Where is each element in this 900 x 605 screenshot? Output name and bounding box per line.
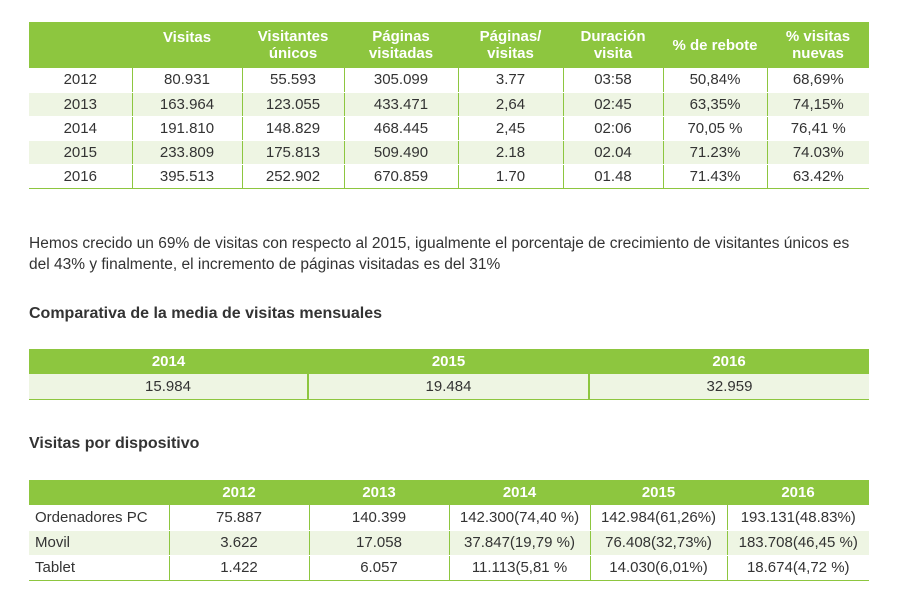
table-cell: 71.23% [662, 140, 767, 165]
device-visits-table: 2012 2013 2014 2015 2016 Ordenadores PC … [29, 480, 869, 581]
table-cell: 670.859 [343, 164, 458, 189]
table-row: 2016 395.513 252.902 670.859 1.70 01.48 … [29, 164, 869, 189]
header-cell: Páginas visitadas [344, 22, 458, 68]
table-cell: 233.809 [131, 140, 242, 165]
summary-paragraph: Hemos crecido un 69% de visitas con resp… [29, 235, 850, 273]
table-cell: 191.810 [131, 116, 242, 141]
table-cell: 68,69% [766, 68, 869, 93]
table-row: 2012 80.931 55.593 305.099 3.77 03:58 50… [29, 68, 869, 93]
table-cell: 2016 [29, 164, 132, 189]
table-cell: 142.984(61,26%) [589, 505, 727, 531]
table-row: Tablet 1.422 6.057 11.113(5,81 % 14.030(… [29, 555, 869, 581]
table-cell: 71.43% [662, 164, 767, 189]
table-cell: 3.77 [457, 68, 563, 93]
table-cell: 305.099 [343, 68, 458, 93]
header-cell: % visitas nuevas [767, 22, 869, 68]
table-cell: 163.964 [131, 92, 242, 117]
table-cell: 74,15% [766, 92, 869, 117]
table-cell: 395.513 [131, 164, 242, 189]
table-cell: 1.70 [457, 164, 563, 189]
header-cell: 2015 [308, 349, 589, 374]
table-cell: 17.058 [308, 530, 449, 556]
header-cell: Visitas [132, 22, 242, 68]
table-cell: 2,64 [457, 92, 563, 117]
header-cell: 2016 [727, 480, 869, 505]
table-row: 15.984 19.484 32.959 [29, 374, 869, 400]
table-cell: 74.03% [766, 140, 869, 165]
table-header-row: 2014 2015 2016 [29, 349, 869, 374]
row-label: Movil [29, 530, 169, 556]
table-header-row: Visitas Visitantes únicos Páginas visita… [29, 22, 869, 68]
table-cell: 148.829 [241, 116, 344, 141]
table-cell: 2013 [29, 92, 132, 117]
table-cell: 75.887 [168, 505, 309, 531]
table-header-row: 2012 2013 2014 2015 2016 [29, 480, 869, 505]
table-cell: 3.622 [168, 530, 309, 556]
table-cell: 1.422 [168, 555, 309, 581]
table-cell: 2014 [29, 116, 132, 141]
table-cell: 2015 [29, 140, 132, 165]
table-cell: 76,41 % [766, 116, 869, 141]
table-cell: 03:58 [562, 68, 663, 93]
table-cell: 50,84% [662, 68, 767, 93]
table-cell: 6.057 [308, 555, 449, 581]
header-cell: 2014 [29, 349, 308, 374]
table-cell: 140.399 [308, 505, 449, 531]
table-row: Movil 3.622 17.058 37.847(19,79 %) 76.40… [29, 530, 869, 556]
table-cell: 468.445 [343, 116, 458, 141]
header-cell [29, 22, 132, 68]
table-cell: 63.42% [766, 164, 869, 189]
table-cell: 63,35% [662, 92, 767, 117]
table-cell: 433.471 [343, 92, 458, 117]
header-cell: Visitantes únicos [242, 22, 344, 68]
table-cell: 142.300(74,40 %) [448, 505, 590, 531]
table-cell: 18.674(4,72 %) [726, 555, 869, 581]
header-cell: Duración visita [563, 22, 663, 68]
table-cell: 183.708(46,45 %) [726, 530, 869, 556]
table-cell: 01.48 [562, 164, 663, 189]
table-cell: 11.113(5,81 % [448, 555, 590, 581]
table-row: 2014 191.810 148.829 468.445 2,45 02:06 … [29, 116, 869, 141]
table-cell: 02:45 [562, 92, 663, 117]
table-cell: 2012 [29, 68, 132, 93]
table-cell: 252.902 [241, 164, 344, 189]
header-cell: 2016 [589, 349, 869, 374]
table-cell: 2.18 [457, 140, 563, 165]
header-cell: 2012 [169, 480, 309, 505]
table-cell: 509.490 [343, 140, 458, 165]
device-section-title: Visitas por dispositivo [29, 435, 200, 452]
table-cell: 14.030(6,01%) [589, 555, 727, 581]
header-cell: 2015 [590, 480, 727, 505]
table-cell: 76.408(32,73%) [589, 530, 727, 556]
annual-stats-table: Visitas Visitantes únicos Páginas visita… [29, 22, 869, 189]
header-cell: Páginas/ visitas [458, 22, 563, 68]
table-cell: 80.931 [131, 68, 242, 93]
table-cell: 02.04 [562, 140, 663, 165]
header-cell: 2014 [449, 480, 590, 505]
row-label: Tablet [29, 555, 169, 581]
table-cell: 37.847(19,79 %) [448, 530, 590, 556]
table-cell: 2,45 [457, 116, 563, 141]
table-cell: 193.131(48.83%) [726, 505, 869, 531]
table-row: 2013 163.964 123.055 433.471 2,64 02:45 … [29, 92, 869, 117]
table-cell: 123.055 [241, 92, 344, 117]
table-row: 2015 233.809 175.813 509.490 2.18 02.04 … [29, 140, 869, 165]
table-row: Ordenadores PC 75.887 140.399 142.300(74… [29, 505, 869, 531]
monthly-section-title: Comparativa de la media de visitas mensu… [29, 305, 383, 322]
row-label: Ordenadores PC [29, 505, 169, 531]
table-cell: 175.813 [241, 140, 344, 165]
table-cell: 02:06 [562, 116, 663, 141]
table-cell: 15.984 [29, 374, 308, 400]
table-cell: 70,05 % [662, 116, 767, 141]
table-cell: 55.593 [241, 68, 344, 93]
header-cell: % de rebote [663, 22, 767, 68]
table-cell: 19.484 [307, 374, 589, 400]
monthly-average-table: 2014 2015 2016 15.984 19.484 32.959 [29, 349, 869, 400]
table-cell: 32.959 [588, 374, 869, 400]
header-cell: 2013 [309, 480, 449, 505]
header-cell [29, 480, 169, 505]
